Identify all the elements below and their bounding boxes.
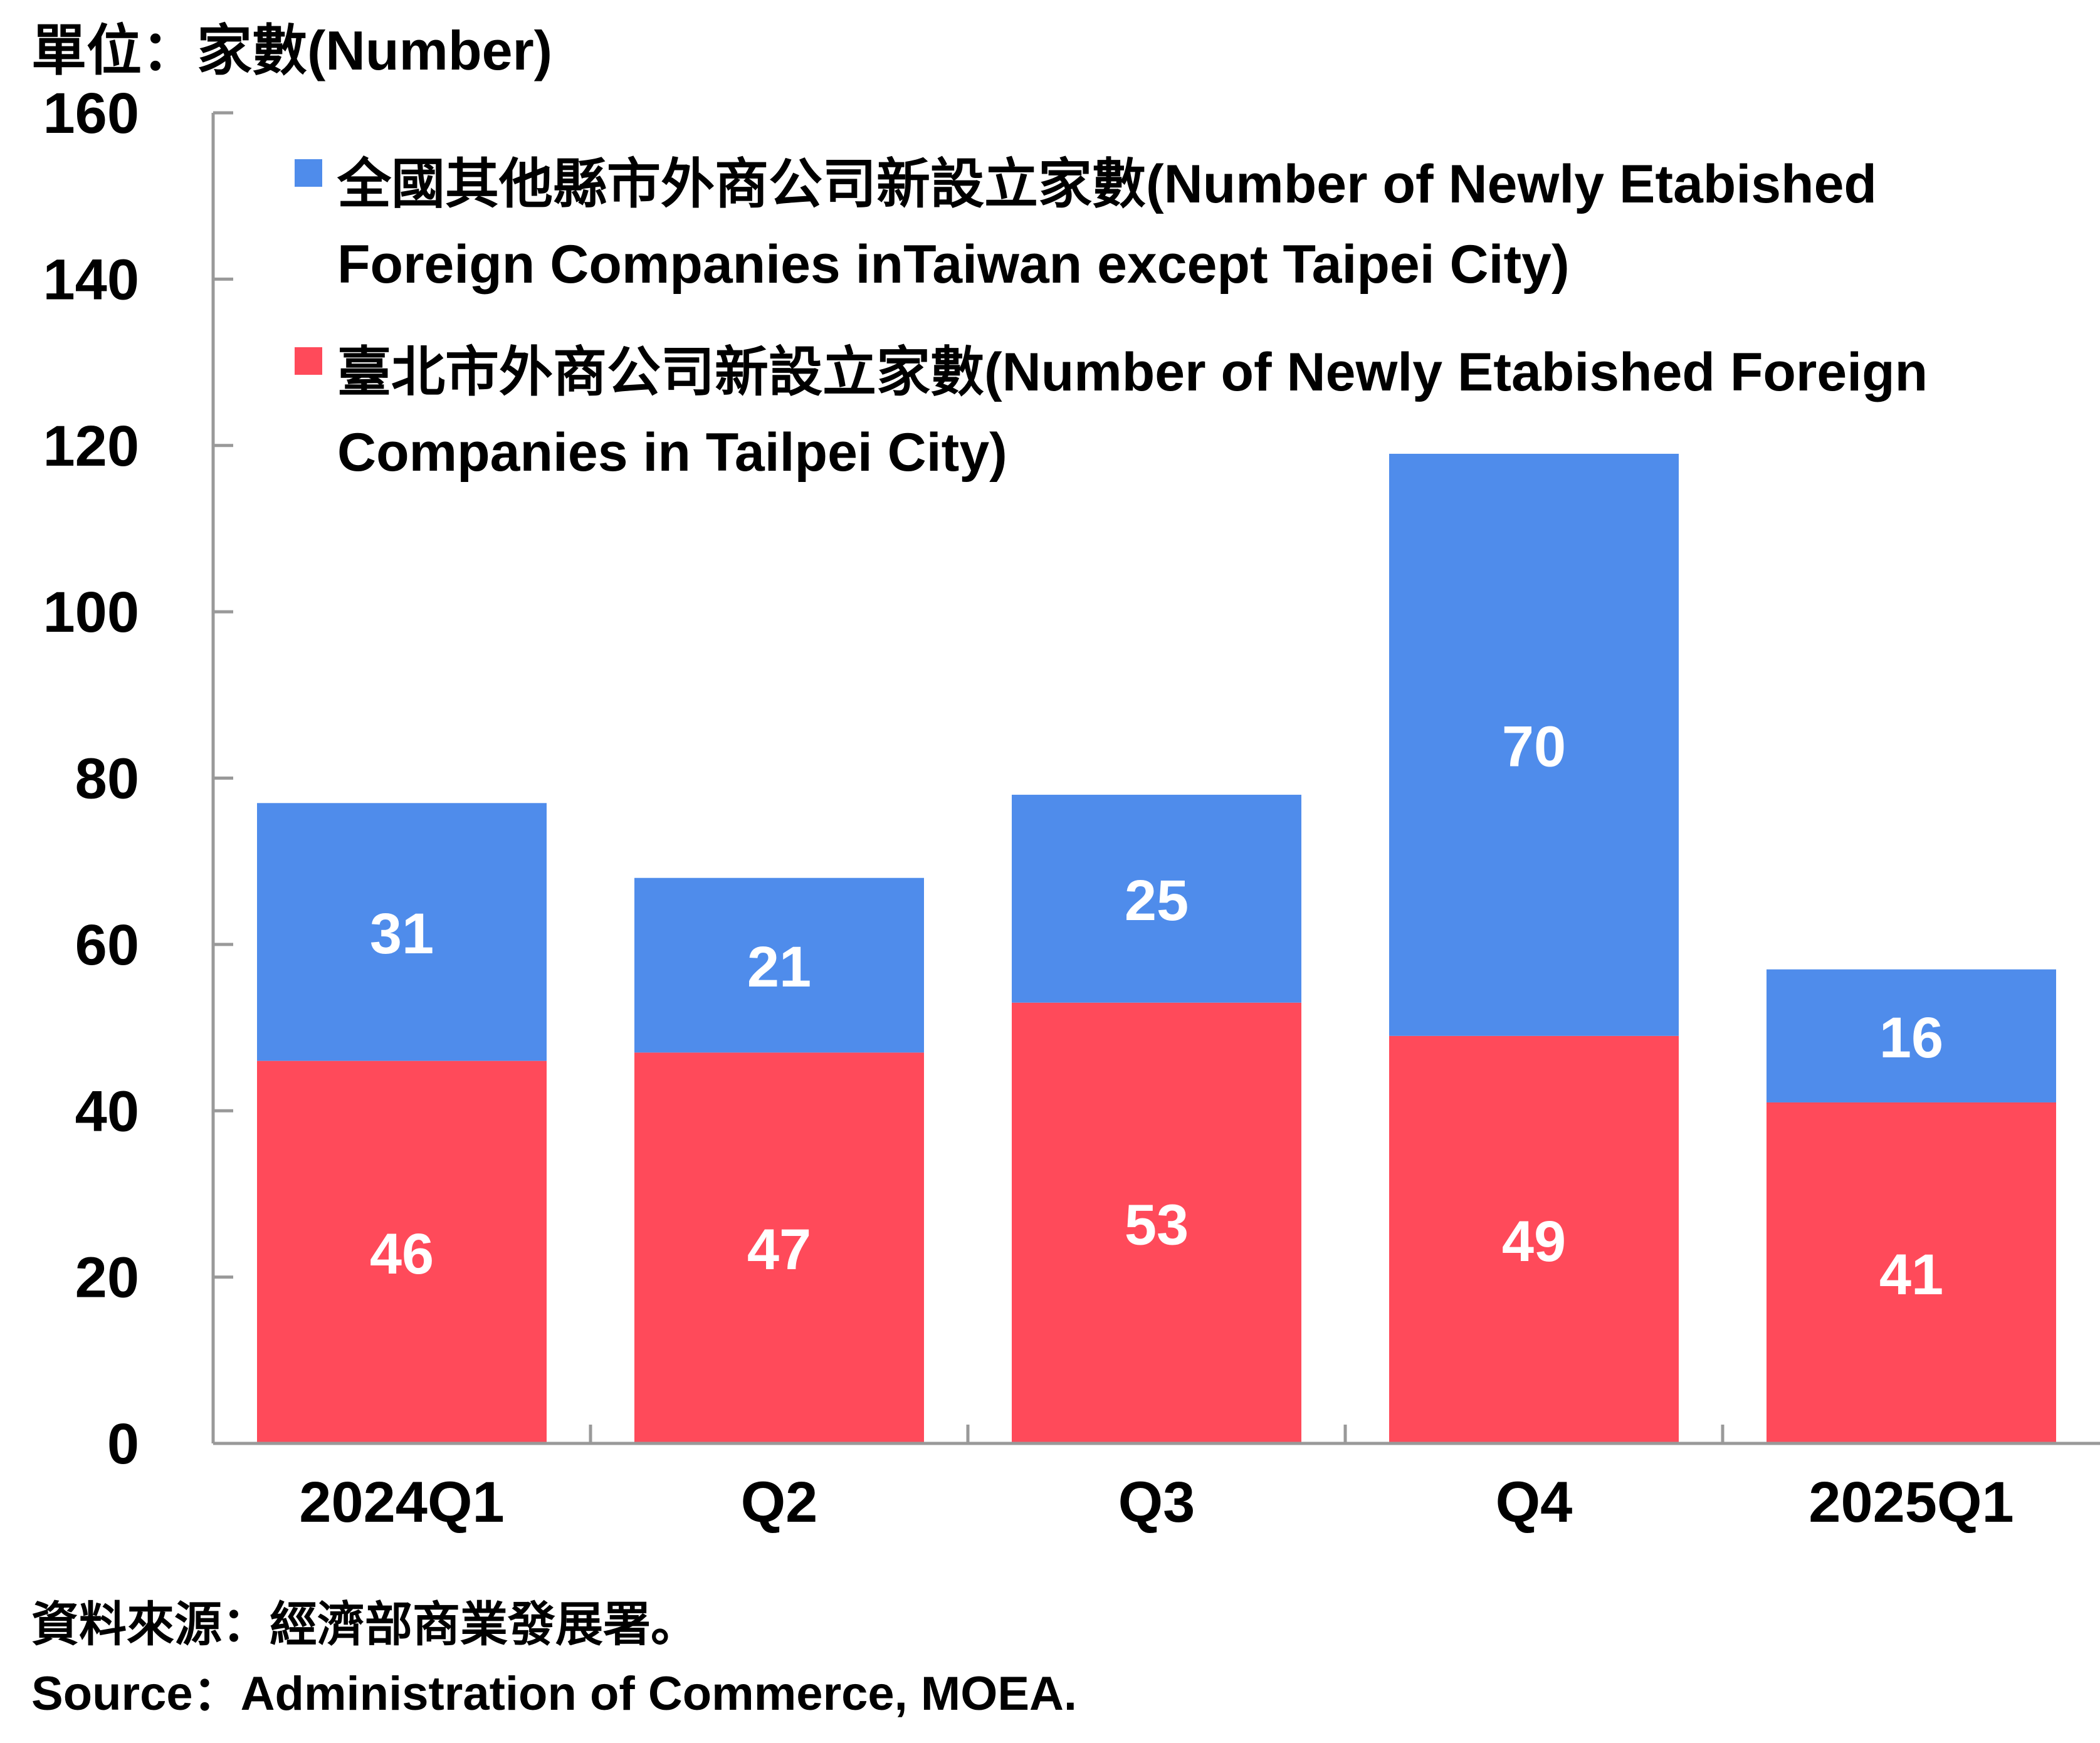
stacked-bar-chart: 46 31 47 21 53 25 49 70 41 16 0 20 40 60 80 100 120 140 1… bbox=[43, 81, 2100, 1534]
x-tick-label-3: Q4 bbox=[1496, 1470, 1573, 1534]
y-tick-label-20: 20 bbox=[75, 1246, 139, 1310]
source-note-zh: 資料來源：經濟部商業發展署。 bbox=[31, 1598, 698, 1651]
bar-segment-other-cities-1 bbox=[634, 877, 924, 1053]
legend: 全國其他縣市外商公司新設立家數(Number of Newly Etabishe… bbox=[295, 144, 2062, 520]
legend-item-other-cities: 全國其他縣市外商公司新設立家數(Number of Newly Etabishe… bbox=[295, 144, 2062, 305]
y-tick-label-40: 40 bbox=[75, 1079, 139, 1143]
data-label-other-cities-4: 16 bbox=[1879, 1006, 1943, 1070]
bar-segment-taipei-0 bbox=[257, 1060, 547, 1443]
bar-segment-other-cities-2 bbox=[1012, 795, 1301, 1003]
x-tick-label-2: Q3 bbox=[1118, 1470, 1195, 1534]
bar-segment-other-cities-3 bbox=[1389, 454, 1679, 1036]
data-labels-layer: 46 31 47 21 53 25 49 70 41 16 bbox=[370, 714, 1943, 1307]
y-tick-labels: 0 20 40 60 80 100 120 140 160 bbox=[43, 81, 140, 1476]
legend-label-other-cities: 全國其他縣市外商公司新設立家數(Number of Newly Etabishe… bbox=[337, 154, 1877, 295]
bar-segment-taipei-4 bbox=[1767, 1102, 2056, 1443]
data-label-other-cities-3: 70 bbox=[1502, 714, 1566, 778]
y-tick-label-140: 140 bbox=[43, 248, 140, 311]
legend-swatch-other-cities bbox=[295, 159, 322, 187]
x-tick-label-4: 2025Q1 bbox=[1809, 1470, 2013, 1534]
bar-segment-other-cities-4 bbox=[1767, 969, 2056, 1102]
unit-label: 單位：家數(Number) bbox=[31, 19, 553, 81]
bar-segment-taipei-3 bbox=[1389, 1035, 1679, 1443]
bar-segment-taipei-2 bbox=[1012, 1002, 1301, 1443]
x-tick-labels: 2024Q1 Q2 Q3 Q4 2025Q1 bbox=[299, 1470, 2013, 1534]
x-tick-label-0: 2024Q1 bbox=[299, 1470, 504, 1534]
bar-segment-taipei-1 bbox=[634, 1052, 924, 1443]
y-tick-label-160: 160 bbox=[43, 81, 140, 145]
x-tick-label-1: Q2 bbox=[741, 1470, 818, 1534]
y-tick-label-100: 100 bbox=[43, 580, 140, 644]
data-label-taipei-0: 46 bbox=[370, 1222, 434, 1286]
source-note-en: Source：Administration of Commerce, MOEA. bbox=[31, 1667, 1078, 1720]
y-tick-label-120: 120 bbox=[43, 414, 140, 478]
legend-label-taipei: 臺北市外商公司新設立家數(Number of Newly Etabished F… bbox=[337, 342, 1928, 483]
bar-segment-other-cities-0 bbox=[257, 803, 547, 1061]
y-tick-label-60: 60 bbox=[75, 913, 139, 977]
legend-swatch-taipei bbox=[295, 347, 322, 375]
data-label-other-cities-2: 25 bbox=[1125, 869, 1189, 933]
data-label-taipei-4: 41 bbox=[1879, 1243, 1943, 1307]
y-tick-label-0: 0 bbox=[107, 1412, 139, 1476]
data-label-other-cities-0: 31 bbox=[370, 902, 434, 966]
data-label-taipei-3: 49 bbox=[1502, 1210, 1566, 1274]
data-label-other-cities-1: 21 bbox=[747, 935, 811, 999]
data-label-taipei-2: 53 bbox=[1125, 1193, 1189, 1257]
y-tick-label-80: 80 bbox=[75, 747, 139, 811]
data-label-taipei-1: 47 bbox=[747, 1218, 811, 1282]
bars-layer bbox=[257, 454, 2056, 1443]
legend-item-taipei: 臺北市外商公司新設立家數(Number of Newly Etabished F… bbox=[295, 332, 2062, 493]
axes-layer bbox=[211, 111, 2100, 1445]
